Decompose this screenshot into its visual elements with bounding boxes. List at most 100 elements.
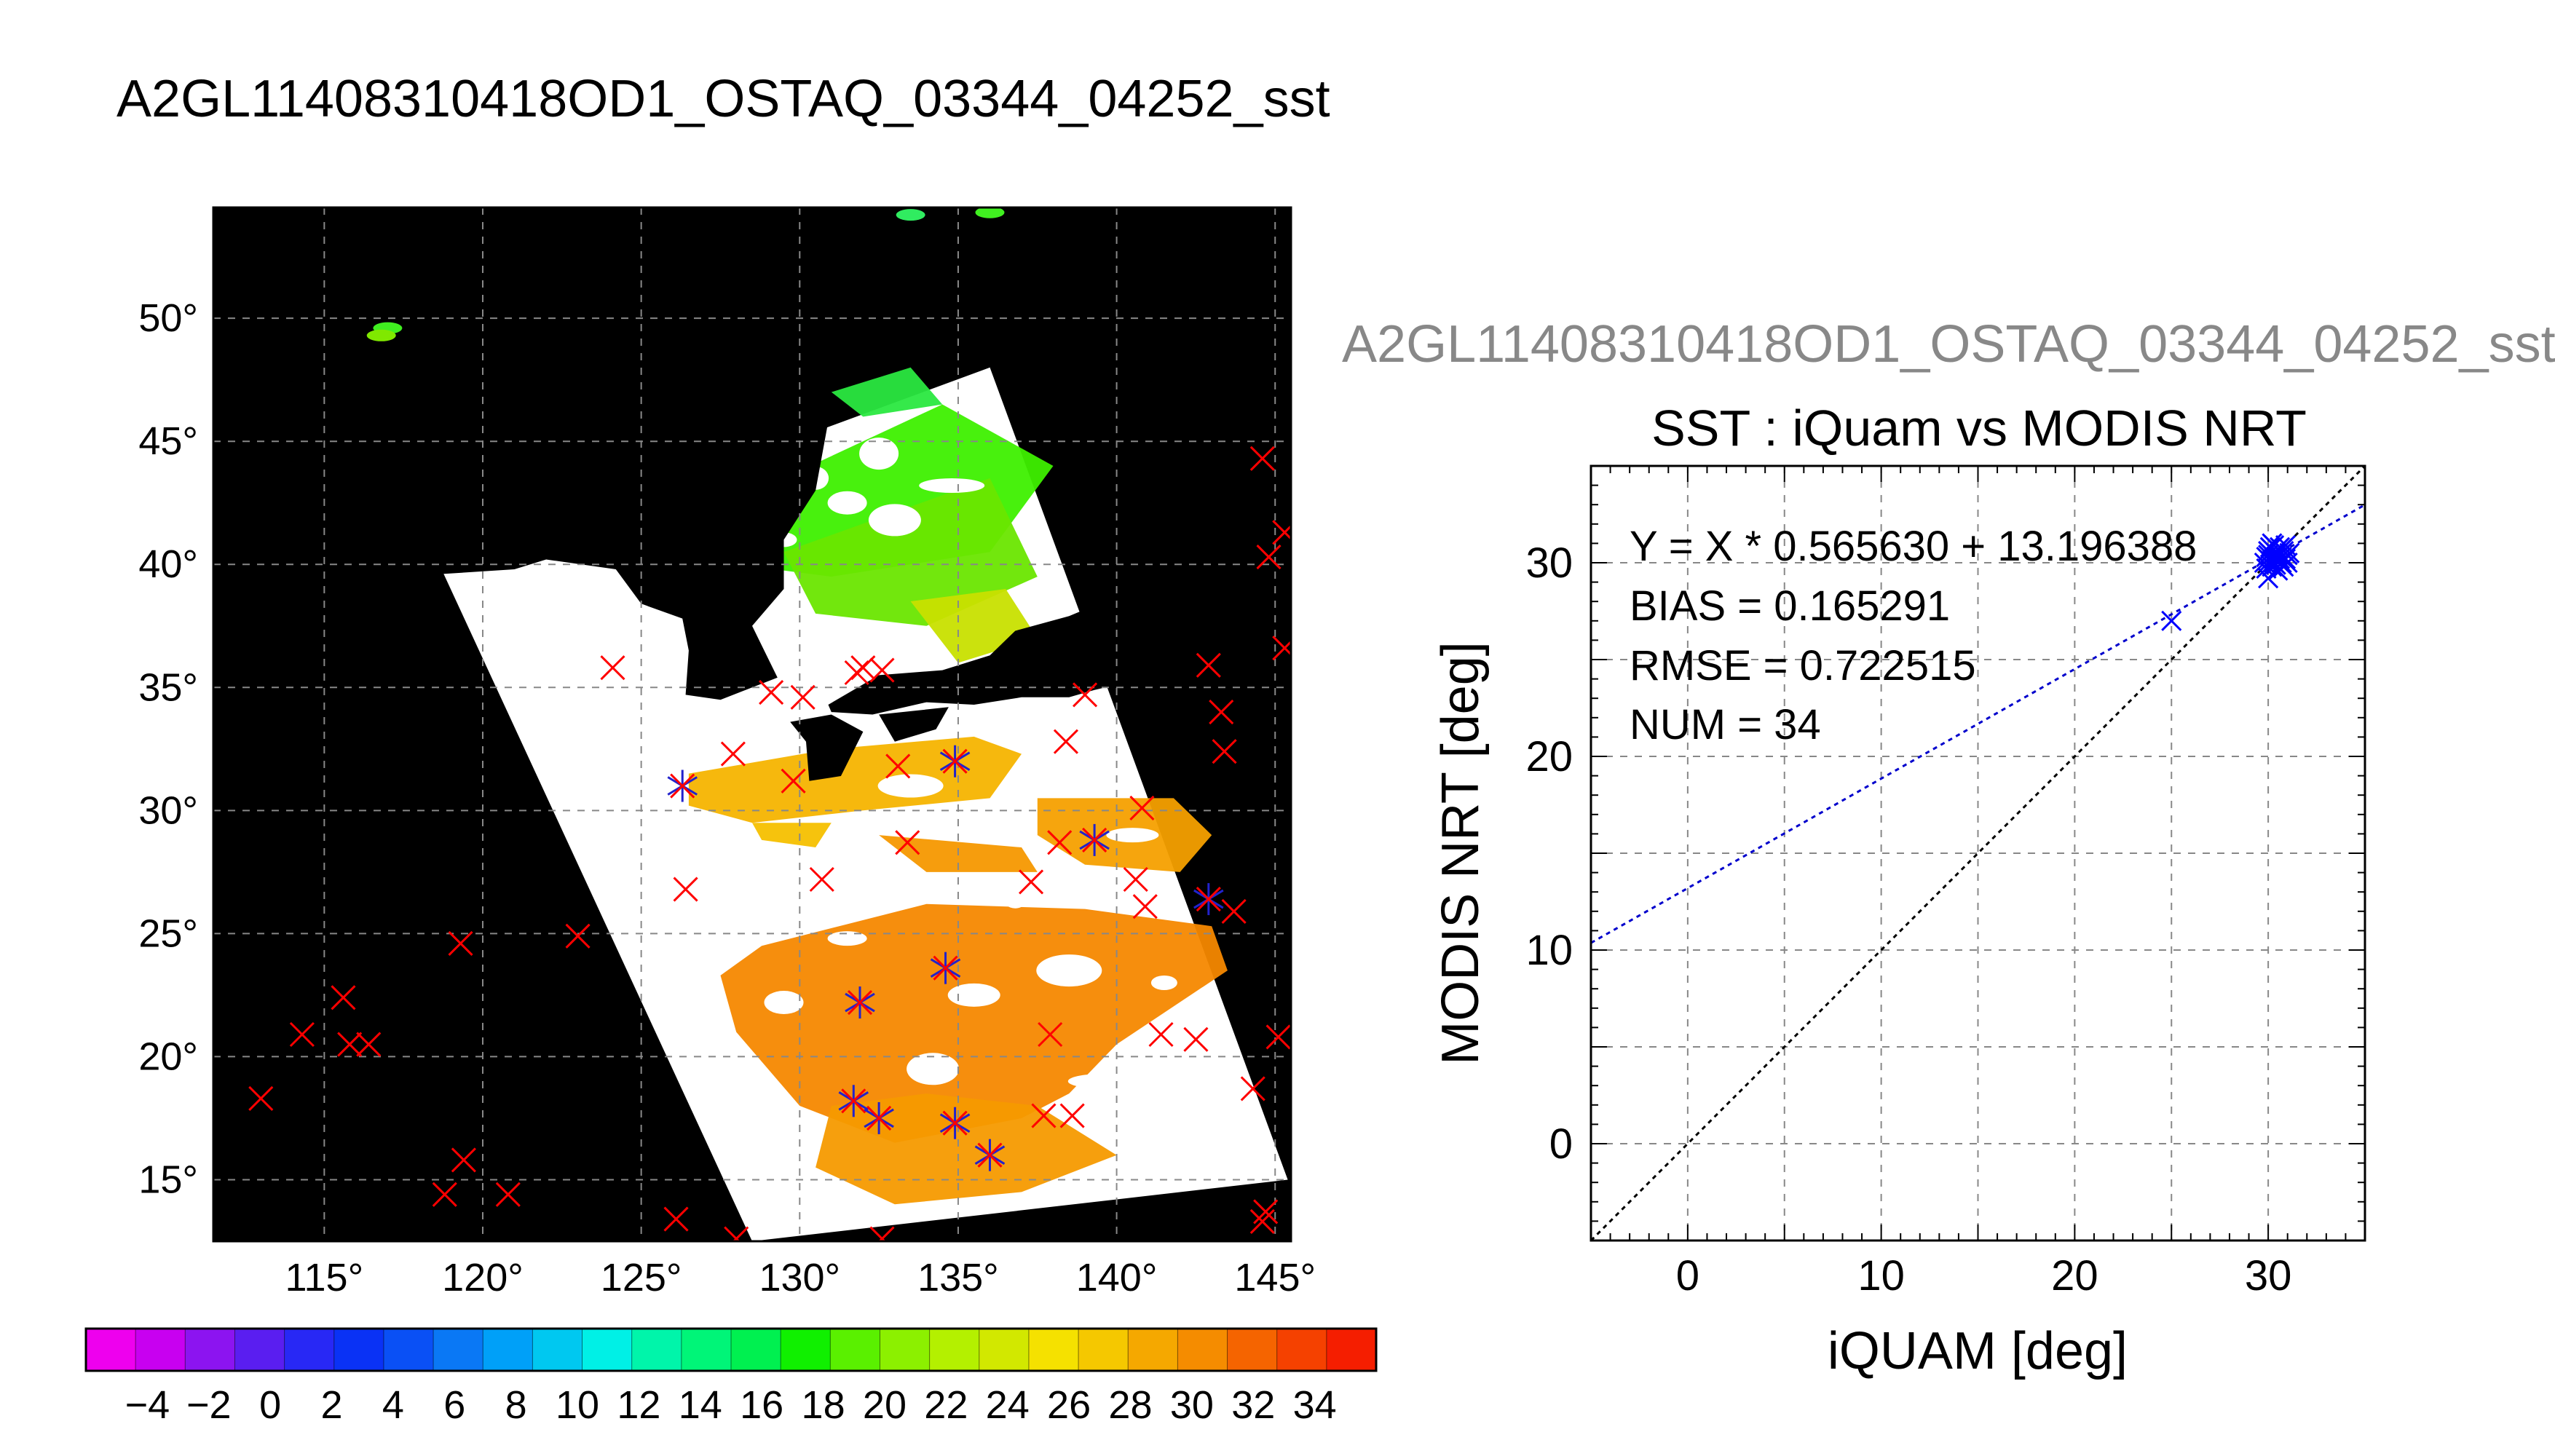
cloud-speckle xyxy=(1036,954,1102,987)
cloud-speckle xyxy=(764,991,804,1014)
iquam-marker xyxy=(448,930,473,956)
colorbar-segment xyxy=(433,1329,483,1371)
y-tick-label: 20 xyxy=(1525,733,1573,780)
lat-tick-label: 25° xyxy=(138,911,198,955)
iquam-marker xyxy=(600,655,625,681)
sst-patch xyxy=(720,903,1228,1143)
inland-water-patch xyxy=(896,209,925,221)
iquam-marker xyxy=(1082,827,1107,852)
identity-line xyxy=(1590,464,2366,1242)
iquam-marker xyxy=(1272,636,1291,661)
iquam-marker xyxy=(1196,652,1221,678)
x-tick-label: 20 xyxy=(2051,1252,2098,1299)
colorbar-segment xyxy=(185,1329,236,1371)
colorbar-label: 34 xyxy=(1293,1383,1337,1427)
iquam-marker xyxy=(933,955,958,981)
colorbar-segment xyxy=(383,1329,434,1371)
iquam-marker xyxy=(289,1021,315,1048)
colorbar-label: 18 xyxy=(802,1383,845,1427)
cloud-speckle xyxy=(907,1053,960,1085)
colorbar-label: 2 xyxy=(321,1383,343,1427)
colorbar-segment xyxy=(1128,1329,1178,1371)
iquam-marker xyxy=(432,1182,457,1207)
lon-tick-label: 125° xyxy=(601,1256,682,1299)
iquam-marker xyxy=(869,657,895,683)
iquam-marker xyxy=(885,753,911,779)
sst-patch xyxy=(831,367,943,417)
y-tick-label: 10 xyxy=(1525,927,1573,974)
iquam-marker xyxy=(1256,545,1282,570)
iquam-marker xyxy=(248,1085,274,1111)
iquam-marker xyxy=(1265,1024,1291,1050)
x-tick-labels: 0 10 20 30 xyxy=(1676,1252,2292,1299)
colorbar-label: 14 xyxy=(679,1383,722,1427)
iquam-marker xyxy=(1047,830,1073,855)
scatter-subtitle: A2GL11408310418OD1_OSTAQ_03344_04252_sst xyxy=(1342,315,2555,373)
colorbar-segment xyxy=(582,1329,633,1371)
colorbar-segment xyxy=(781,1329,831,1371)
cloud-speckle xyxy=(859,438,899,470)
x-tick-label: 10 xyxy=(1857,1252,1905,1299)
y-tick-labels: 0 10 20 30 xyxy=(1525,539,1573,1168)
cloud-speckle xyxy=(850,839,890,871)
iquam-marker xyxy=(670,773,695,799)
cloud-speckle xyxy=(919,478,985,493)
scatter-tick-marks xyxy=(1590,465,2366,1241)
iquam-marker xyxy=(977,1142,1003,1168)
iquam-marker xyxy=(356,1032,382,1057)
colorbar-segment xyxy=(1078,1329,1129,1371)
colorbar-segment xyxy=(979,1329,1030,1371)
colorbar-segment xyxy=(1326,1329,1377,1371)
colorbar-label: 26 xyxy=(1047,1383,1091,1427)
land-shape xyxy=(1113,431,1291,528)
colorbar-segment xyxy=(631,1329,682,1371)
stats-annotations: Y = X * 0.565630 + 13.196388 BIAS = 0.165… xyxy=(1630,523,2197,748)
iquam-marker xyxy=(809,866,834,893)
colorbar-segment xyxy=(86,1329,136,1371)
lat-tick-label: 50° xyxy=(138,296,198,340)
main-title: A2GL11408310418OD1_OSTAQ_03344_04252_sst xyxy=(117,70,1330,128)
stats-annotation: NUM = 34 xyxy=(1630,701,1821,748)
colorbar-segment xyxy=(731,1329,781,1371)
iquam-marker xyxy=(781,768,806,794)
land-shape xyxy=(213,207,832,700)
iquam-marker xyxy=(847,989,873,1016)
iquam-marker xyxy=(451,1147,476,1173)
inland-water-patch xyxy=(366,329,396,341)
sst-patch xyxy=(783,478,1038,626)
colorbar-label: −4 xyxy=(125,1383,170,1427)
colorbar-segment xyxy=(929,1329,980,1371)
lat-tick-label: 35° xyxy=(138,665,198,709)
iquam-marker xyxy=(942,1110,968,1136)
scatter-grid xyxy=(1591,466,2365,1241)
iquam-marker xyxy=(759,679,784,705)
colorbar-label: −2 xyxy=(186,1383,232,1427)
iquam-marker xyxy=(331,985,356,1010)
scatter-points xyxy=(2161,533,2300,631)
iquam-marker xyxy=(790,684,816,710)
lon-tick-label: 120° xyxy=(442,1256,524,1299)
map-frame xyxy=(212,206,1292,1243)
colorbar-segment xyxy=(234,1329,285,1371)
colorbar-segment xyxy=(1177,1329,1228,1371)
iquam-marker xyxy=(663,1206,689,1232)
colorbar-segments xyxy=(86,1329,1377,1371)
lat-tick-label: 30° xyxy=(138,788,198,832)
sst-patch xyxy=(816,1093,1117,1205)
colorbar-segment xyxy=(532,1329,583,1371)
iquam-marker xyxy=(1038,1021,1063,1048)
scatter-point xyxy=(2271,539,2292,560)
scatter-point xyxy=(2267,560,2289,581)
lat-tick-label: 40° xyxy=(138,542,198,586)
iquam-marker xyxy=(1123,866,1148,893)
iquam-marker xyxy=(1132,894,1158,919)
iquam-marker xyxy=(1240,1076,1265,1101)
iquam-marker xyxy=(1031,1103,1057,1128)
cloud-speckle xyxy=(1106,828,1159,843)
x-axis-label: iQUAM [deg] xyxy=(1828,1322,2128,1380)
x-tick-label: 0 xyxy=(1676,1252,1699,1299)
colorbar-segment xyxy=(333,1329,384,1371)
colorbar-segment xyxy=(880,1329,931,1371)
cloud-speckle xyxy=(827,931,867,946)
iquam-marker xyxy=(724,1226,749,1241)
